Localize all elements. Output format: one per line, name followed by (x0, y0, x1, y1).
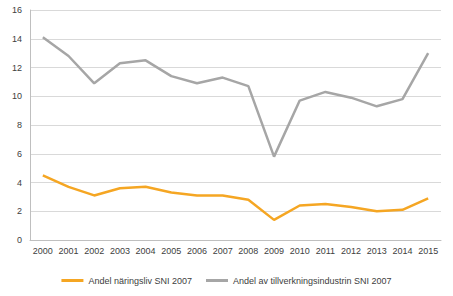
svg-text:2011: 2011 (316, 246, 335, 256)
svg-text:0: 0 (17, 235, 22, 245)
svg-text:2010: 2010 (290, 246, 310, 256)
svg-text:14: 14 (12, 34, 22, 44)
svg-text:2015: 2015 (418, 246, 438, 256)
svg-text:2000: 2000 (33, 246, 53, 256)
svg-text:2001: 2001 (59, 246, 79, 256)
svg-text:10: 10 (12, 91, 22, 101)
svg-text:4: 4 (17, 178, 22, 188)
svg-text:16: 16 (12, 5, 22, 15)
svg-text:2014: 2014 (392, 246, 412, 256)
svg-text:8: 8 (17, 120, 22, 130)
svg-text:Andel näringsliv SNI 2007: Andel näringsliv SNI 2007 (88, 276, 192, 286)
svg-text:2009: 2009 (264, 246, 284, 256)
svg-text:2004: 2004 (136, 246, 156, 256)
svg-text:6: 6 (17, 149, 22, 159)
svg-text:2012: 2012 (341, 246, 361, 256)
svg-text:2013: 2013 (367, 246, 387, 256)
svg-text:2002: 2002 (84, 246, 104, 256)
svg-text:2003: 2003 (110, 246, 130, 256)
svg-text:12: 12 (12, 63, 22, 73)
svg-text:2006: 2006 (187, 246, 207, 256)
svg-text:2005: 2005 (161, 246, 181, 256)
svg-text:2008: 2008 (238, 246, 258, 256)
svg-text:Andel av tillverkningsindustri: Andel av tillverkningsindustrin SNI 2007 (233, 276, 392, 286)
svg-text:2: 2 (17, 206, 22, 216)
svg-text:2007: 2007 (213, 246, 233, 256)
